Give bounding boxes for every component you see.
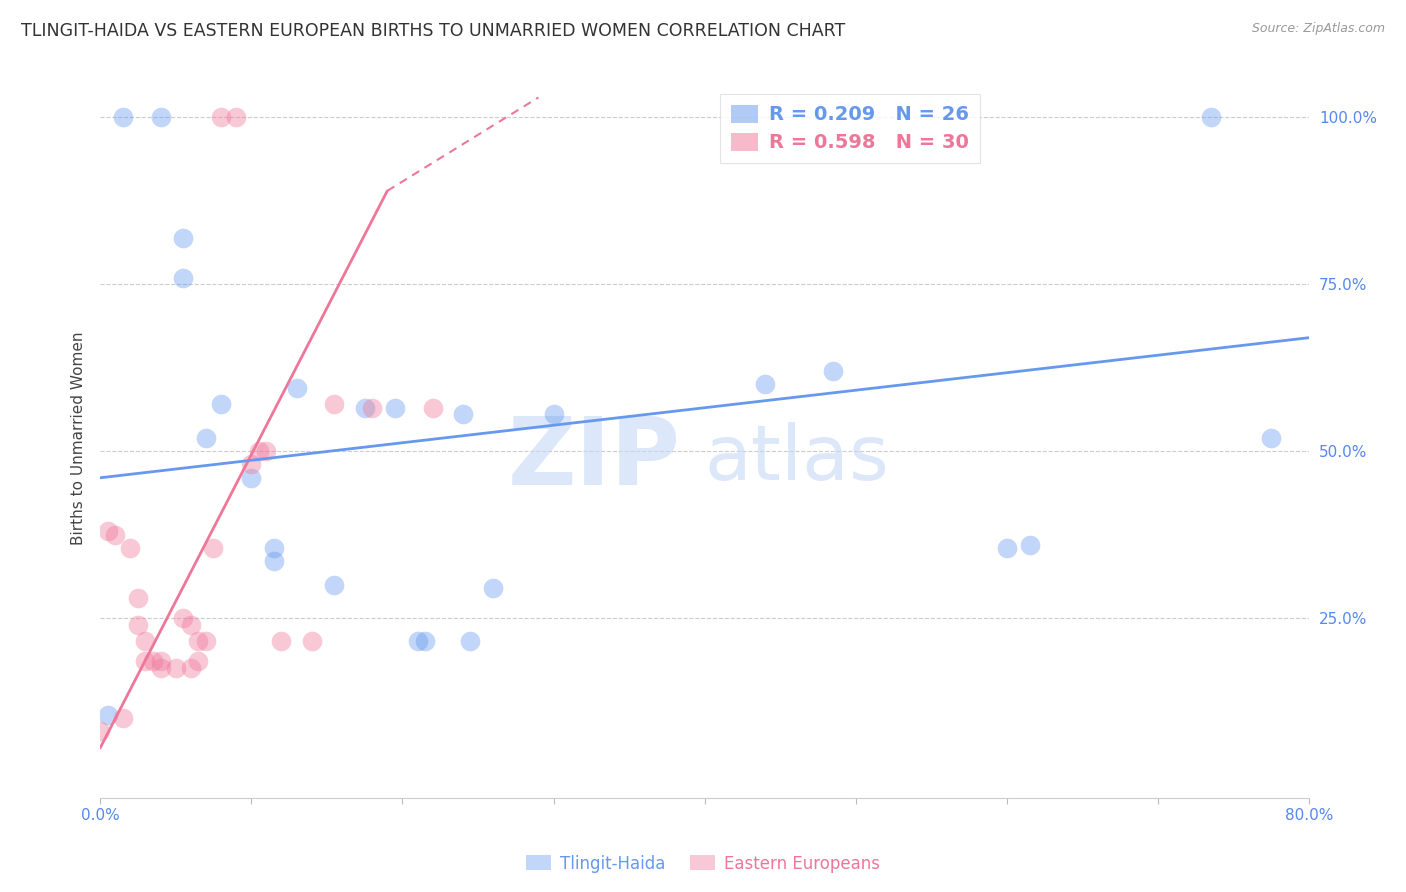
Point — [172, 611, 194, 625]
Point — [194, 634, 217, 648]
Point — [323, 397, 346, 411]
Point — [460, 634, 482, 648]
Point — [323, 577, 346, 591]
Point — [285, 381, 308, 395]
Point — [180, 617, 202, 632]
Point — [263, 541, 285, 555]
Point — [172, 230, 194, 244]
Point — [187, 634, 209, 648]
Point — [543, 408, 565, 422]
Point — [1260, 431, 1282, 445]
Legend: Tlingit-Haida, Eastern Europeans: Tlingit-Haida, Eastern Europeans — [520, 848, 886, 880]
Point — [823, 364, 845, 378]
Point — [172, 270, 194, 285]
Point — [187, 654, 209, 668]
Point — [254, 444, 277, 458]
Point — [451, 408, 474, 422]
Point — [263, 554, 285, 568]
Point — [111, 111, 134, 125]
Point — [194, 431, 217, 445]
Point — [97, 707, 120, 722]
Point — [1199, 111, 1222, 125]
Point — [247, 444, 270, 458]
Text: Source: ZipAtlas.com: Source: ZipAtlas.com — [1251, 22, 1385, 36]
Point — [270, 634, 292, 648]
Point — [995, 541, 1018, 555]
Point — [413, 634, 436, 648]
Point — [111, 711, 134, 725]
Point — [97, 524, 120, 538]
Point — [353, 401, 375, 415]
Point — [104, 527, 127, 541]
Point — [149, 654, 172, 668]
Point — [361, 401, 384, 415]
Point — [301, 634, 323, 648]
Point — [1018, 537, 1040, 551]
Point — [240, 471, 263, 485]
Point — [209, 111, 232, 125]
Text: atlas: atlas — [704, 423, 890, 496]
Point — [180, 661, 202, 675]
Point — [149, 661, 172, 675]
Point — [240, 458, 263, 472]
Point — [209, 397, 232, 411]
Point — [754, 377, 776, 392]
Point — [127, 617, 149, 632]
Point — [482, 581, 505, 595]
Point — [225, 111, 247, 125]
Text: ZIP: ZIP — [508, 413, 681, 506]
Y-axis label: Births to Unmarried Women: Births to Unmarried Women — [72, 331, 86, 544]
Point — [384, 401, 406, 415]
Point — [127, 591, 149, 605]
Point — [89, 724, 111, 739]
Legend: R = 0.209   N = 26, R = 0.598   N = 30: R = 0.209 N = 26, R = 0.598 N = 30 — [720, 94, 980, 163]
Point — [134, 654, 156, 668]
Point — [406, 634, 429, 648]
Point — [165, 661, 187, 675]
Point — [202, 541, 225, 555]
Point — [149, 111, 172, 125]
Point — [142, 654, 165, 668]
Point — [422, 401, 444, 415]
Text: TLINGIT-HAIDA VS EASTERN EUROPEAN BIRTHS TO UNMARRIED WOMEN CORRELATION CHART: TLINGIT-HAIDA VS EASTERN EUROPEAN BIRTHS… — [21, 22, 845, 40]
Point — [134, 634, 156, 648]
Point — [120, 541, 142, 555]
